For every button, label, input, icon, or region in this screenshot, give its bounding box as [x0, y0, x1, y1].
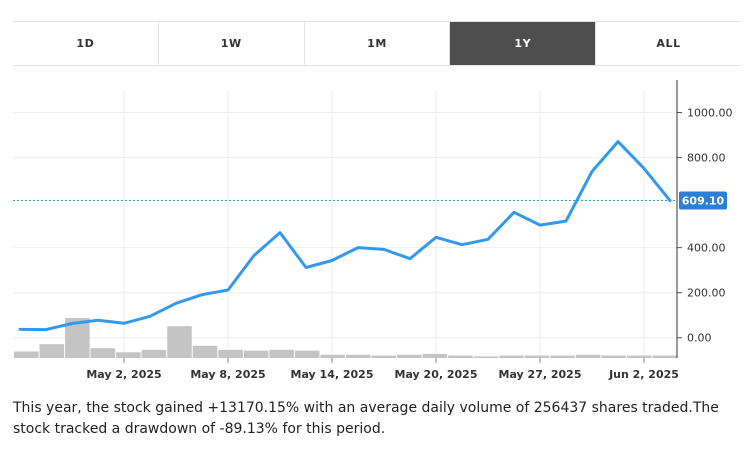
volume-bar	[294, 350, 320, 358]
range-tabs: 1D 1W 1M 1Y ALL	[13, 21, 741, 66]
x-tick-label: May 2, 2025	[86, 368, 161, 381]
price-point	[70, 322, 74, 325]
performance-summary: This year, the stock gained +13170.15% w…	[13, 400, 719, 437]
volume-bar	[346, 354, 371, 358]
price-point	[278, 231, 282, 234]
price-point	[122, 322, 126, 325]
volume-bar	[90, 348, 116, 358]
y-tick-label: 200.00	[687, 287, 726, 300]
price-point	[408, 257, 412, 260]
volume-bar	[397, 354, 422, 358]
volume-bar	[626, 355, 652, 358]
volume-bar	[218, 349, 243, 358]
volume-bar	[269, 349, 294, 358]
price-point	[668, 199, 672, 202]
tab-1y[interactable]: 1Y	[449, 22, 596, 65]
price-point	[226, 288, 230, 292]
price-point	[252, 254, 256, 257]
price-point	[174, 302, 178, 305]
volume-bar	[448, 355, 473, 358]
x-tick-label: May 14, 2025	[291, 368, 374, 381]
price-point	[486, 238, 490, 241]
volume-bar	[371, 355, 397, 358]
volume-bar	[141, 349, 167, 358]
volume-bar	[499, 355, 524, 358]
price-point	[460, 243, 464, 246]
x-tick-label: Jun 2, 2025	[608, 368, 679, 381]
y-tick-label: 800.00	[687, 152, 726, 165]
price-point	[538, 223, 542, 227]
price-point	[564, 219, 568, 223]
volume-bar	[601, 355, 626, 358]
volume-bar	[167, 326, 192, 358]
price-point	[200, 293, 204, 296]
volume-bar	[243, 350, 269, 358]
y-tick-label: 0.00	[687, 332, 712, 345]
price-point	[44, 328, 48, 331]
tab-all[interactable]: ALL	[595, 22, 741, 65]
price-point	[18, 328, 22, 331]
price-point	[330, 259, 334, 262]
volume-bar	[320, 354, 345, 358]
current-price-badge	[679, 191, 727, 210]
volume-bar	[192, 345, 218, 358]
x-tick-label: May 20, 2025	[395, 368, 478, 381]
volume-bar	[652, 355, 677, 358]
x-tick-label: May 27, 2025	[499, 368, 582, 381]
price-point	[96, 318, 100, 322]
tab-1d[interactable]: 1D	[76, 37, 95, 50]
tab-1m[interactable]: 1M	[303, 22, 450, 65]
price-series-line	[18, 140, 672, 332]
price-point	[434, 236, 438, 239]
price-point	[304, 266, 308, 269]
price-point	[590, 170, 594, 173]
x-tick-label: May 8, 2025	[190, 368, 265, 381]
tab-1w[interactable]: 1W	[157, 22, 304, 65]
volume-bar	[524, 355, 550, 358]
volume-bar	[473, 356, 499, 358]
price-point	[148, 315, 152, 318]
price-chart: 0.00 200.00 400.00 800.00 1000.00 May 2, 2025…	[13, 80, 733, 381]
price-point	[642, 167, 646, 170]
price-point	[356, 246, 360, 249]
volume-bar	[116, 352, 141, 358]
price-point	[616, 140, 620, 143]
y-tick-label: 400.00	[687, 242, 726, 255]
current-price-label: 609.10	[682, 195, 725, 208]
price-point	[512, 211, 516, 214]
volume-bar	[422, 353, 448, 358]
price-point	[382, 248, 386, 251]
volume-bar	[14, 351, 39, 358]
volume-bar	[575, 354, 601, 358]
volume-bar	[39, 344, 65, 358]
volume-bar	[550, 355, 575, 358]
y-tick-label: 1000.00	[687, 107, 733, 120]
